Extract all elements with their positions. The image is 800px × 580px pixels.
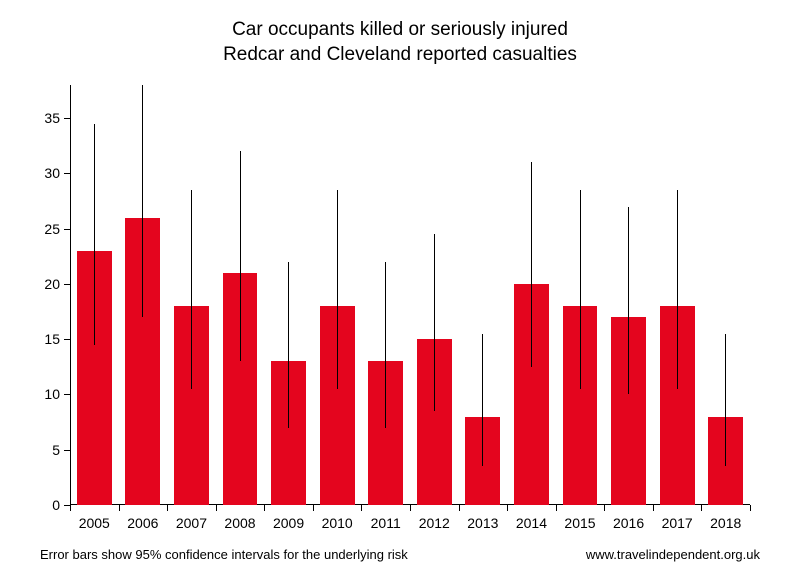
y-tick-label: 10	[44, 386, 70, 402]
y-tick-label: 5	[52, 442, 70, 458]
error-bar	[385, 262, 386, 428]
x-tick	[653, 505, 654, 511]
x-tick	[264, 505, 265, 511]
chart-container: Car occupants killed or seriously injure…	[0, 0, 800, 580]
x-tick	[216, 505, 217, 511]
x-tick	[70, 505, 71, 511]
x-tick-label: 2011	[371, 505, 401, 531]
x-tick-label: 2007	[176, 505, 207, 531]
error-bar	[240, 151, 241, 361]
y-tick-label: 15	[44, 331, 70, 347]
x-tick-label: 2014	[516, 505, 547, 531]
error-bar	[337, 190, 338, 389]
x-tick-label: 2013	[467, 505, 498, 531]
error-bar	[628, 207, 629, 395]
title-line-2: Redcar and Cleveland reported casualties	[0, 43, 800, 68]
x-tick	[361, 505, 362, 511]
x-tick-label: 2015	[564, 505, 595, 531]
x-tick	[750, 505, 751, 511]
x-tick	[459, 505, 460, 511]
x-tick	[556, 505, 557, 511]
x-tick	[410, 505, 411, 511]
x-tick-label: 2018	[710, 505, 741, 531]
y-tick-label: 35	[44, 110, 70, 126]
x-tick-label: 2012	[419, 505, 450, 531]
x-tick	[507, 505, 508, 511]
y-tick-label: 30	[44, 165, 70, 181]
error-bar	[725, 334, 726, 467]
x-tick-label: 2006	[127, 505, 158, 531]
footer-note-right: www.travelindependent.org.uk	[586, 547, 760, 562]
x-tick	[119, 505, 120, 511]
x-tick	[313, 505, 314, 511]
error-bar	[677, 190, 678, 389]
title-line-1: Car occupants killed or seriously injure…	[0, 18, 800, 43]
y-tick-label: 0	[52, 497, 70, 513]
footer-note-left: Error bars show 95% confidence intervals…	[40, 547, 408, 562]
plot-area: 0510152025303520052006200720082009201020…	[70, 85, 750, 505]
x-tick-label: 2008	[224, 505, 255, 531]
x-tick-label: 2009	[273, 505, 304, 531]
x-tick-label: 2010	[322, 505, 353, 531]
x-tick-label: 2017	[662, 505, 693, 531]
x-tick-label: 2016	[613, 505, 644, 531]
x-tick	[604, 505, 605, 511]
chart-title: Car occupants killed or seriously injure…	[0, 18, 800, 67]
error-bar	[94, 124, 95, 345]
x-tick	[167, 505, 168, 511]
error-bar	[531, 162, 532, 366]
error-bar	[580, 190, 581, 389]
error-bar	[191, 190, 192, 389]
error-bar	[482, 334, 483, 467]
x-tick	[701, 505, 702, 511]
error-bar	[142, 85, 143, 317]
x-tick-label: 2005	[79, 505, 110, 531]
error-bar	[434, 234, 435, 411]
error-bar	[288, 262, 289, 428]
y-tick-label: 25	[44, 221, 70, 237]
y-axis	[70, 85, 71, 505]
y-tick-label: 20	[44, 276, 70, 292]
